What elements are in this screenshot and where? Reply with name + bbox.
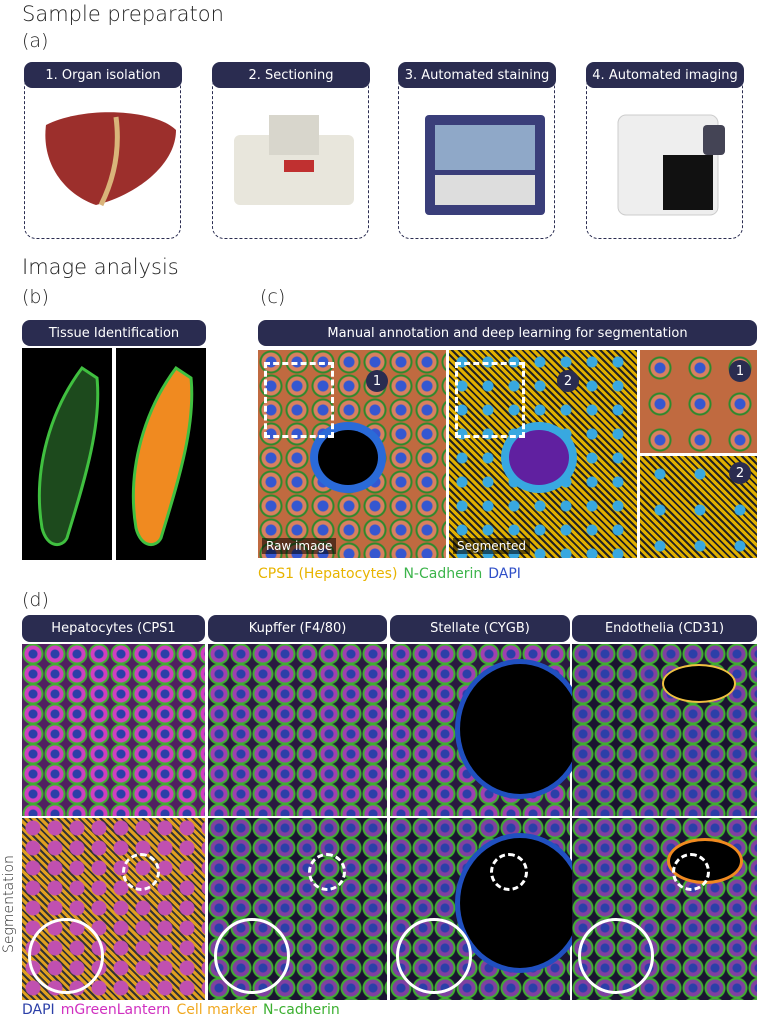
row-label: Segmentation: [1, 855, 17, 953]
device: [234, 115, 354, 205]
legend-entry: mGreenLantern: [60, 1002, 171, 1018]
legend: DAPI mGreenLantern Cell marker N-cadherin: [22, 1002, 346, 1018]
legend-entry: N-Cadherin: [403, 566, 483, 582]
device: [617, 114, 725, 216]
zoom-circle: [578, 918, 654, 994]
step-header: 2. Sectioning: [212, 62, 370, 88]
step-header: 4. Automated imaging: [586, 62, 744, 88]
highlight-circle: [672, 853, 710, 891]
highlight-circle: [308, 853, 346, 891]
segmentation-image: [22, 818, 205, 1000]
column-header: Endothelia (CD31): [572, 615, 757, 642]
panel-label: (a): [22, 30, 49, 52]
legend-entry: N-cadherin: [263, 1002, 340, 1018]
title: Sample preparaton: [22, 2, 224, 26]
highlight-circle: [490, 853, 528, 891]
legend-entry: CPS1 (Hepatocytes): [258, 566, 398, 582]
legend-entry: Cell marker: [176, 1002, 258, 1018]
column-header: Kupffer (F4/80): [208, 615, 387, 642]
stain-image: [22, 644, 205, 816]
marker: 2: [729, 462, 751, 484]
segmentation-image: [390, 818, 580, 1000]
zoom-image: 1: [640, 350, 757, 453]
step-header: 1. Organ isolation: [24, 62, 182, 88]
step-image: [588, 95, 748, 225]
device: [425, 115, 545, 215]
panel-label: (d): [22, 589, 49, 611]
zoom-box: [455, 362, 525, 438]
zoom-circle: [28, 918, 104, 994]
tissue-image: [116, 348, 206, 560]
panel-label: (c): [260, 286, 286, 308]
segmentation-image: [572, 818, 757, 1000]
highlight-circle: [122, 853, 160, 891]
marker: 1: [366, 370, 388, 392]
segmentation-image: [208, 818, 387, 1000]
step-image: [400, 95, 560, 225]
stain-image: [390, 644, 580, 816]
column-header: Hepatocytes (CPS1: [22, 615, 205, 642]
segmented-image: 2 Segmented: [449, 350, 637, 558]
step-image: [214, 95, 374, 225]
stain-image: [208, 644, 387, 816]
legend: CPS1 (Hepatocytes) N-Cadherin DAPI: [258, 566, 527, 582]
zoom-circle: [396, 918, 472, 994]
panel-header: Manual annotation and deep learning for …: [258, 320, 757, 346]
vessel: [460, 664, 580, 794]
legend-entry: DAPI: [22, 1002, 55, 1018]
raw-image: 1 Raw image: [258, 350, 446, 558]
panel-header: Tissue Identification: [22, 320, 206, 346]
vessel: [662, 664, 736, 703]
zoom-image: 2: [640, 456, 757, 558]
device: [45, 112, 176, 207]
tissue-shape: [131, 365, 194, 547]
image-label: Raw image: [262, 538, 337, 554]
image-label: Segmented: [453, 538, 530, 554]
zoom-circle: [214, 918, 290, 994]
vessel: [509, 430, 569, 485]
panel-label: (b): [22, 286, 49, 308]
marker: 1: [729, 360, 751, 382]
tissue-shape: [37, 365, 100, 547]
section-title: Image analysis: [22, 255, 179, 279]
legend-entry: DAPI: [488, 566, 521, 582]
marker: 2: [557, 370, 579, 392]
column-header: Stellate (CYGB): [390, 615, 570, 642]
stain-image: [572, 644, 757, 816]
tissue-image: [22, 348, 112, 560]
zoom-box: [264, 362, 334, 438]
vessel: [318, 430, 378, 485]
step-image: [26, 95, 186, 225]
step-header: 3. Automated staining: [398, 62, 556, 88]
